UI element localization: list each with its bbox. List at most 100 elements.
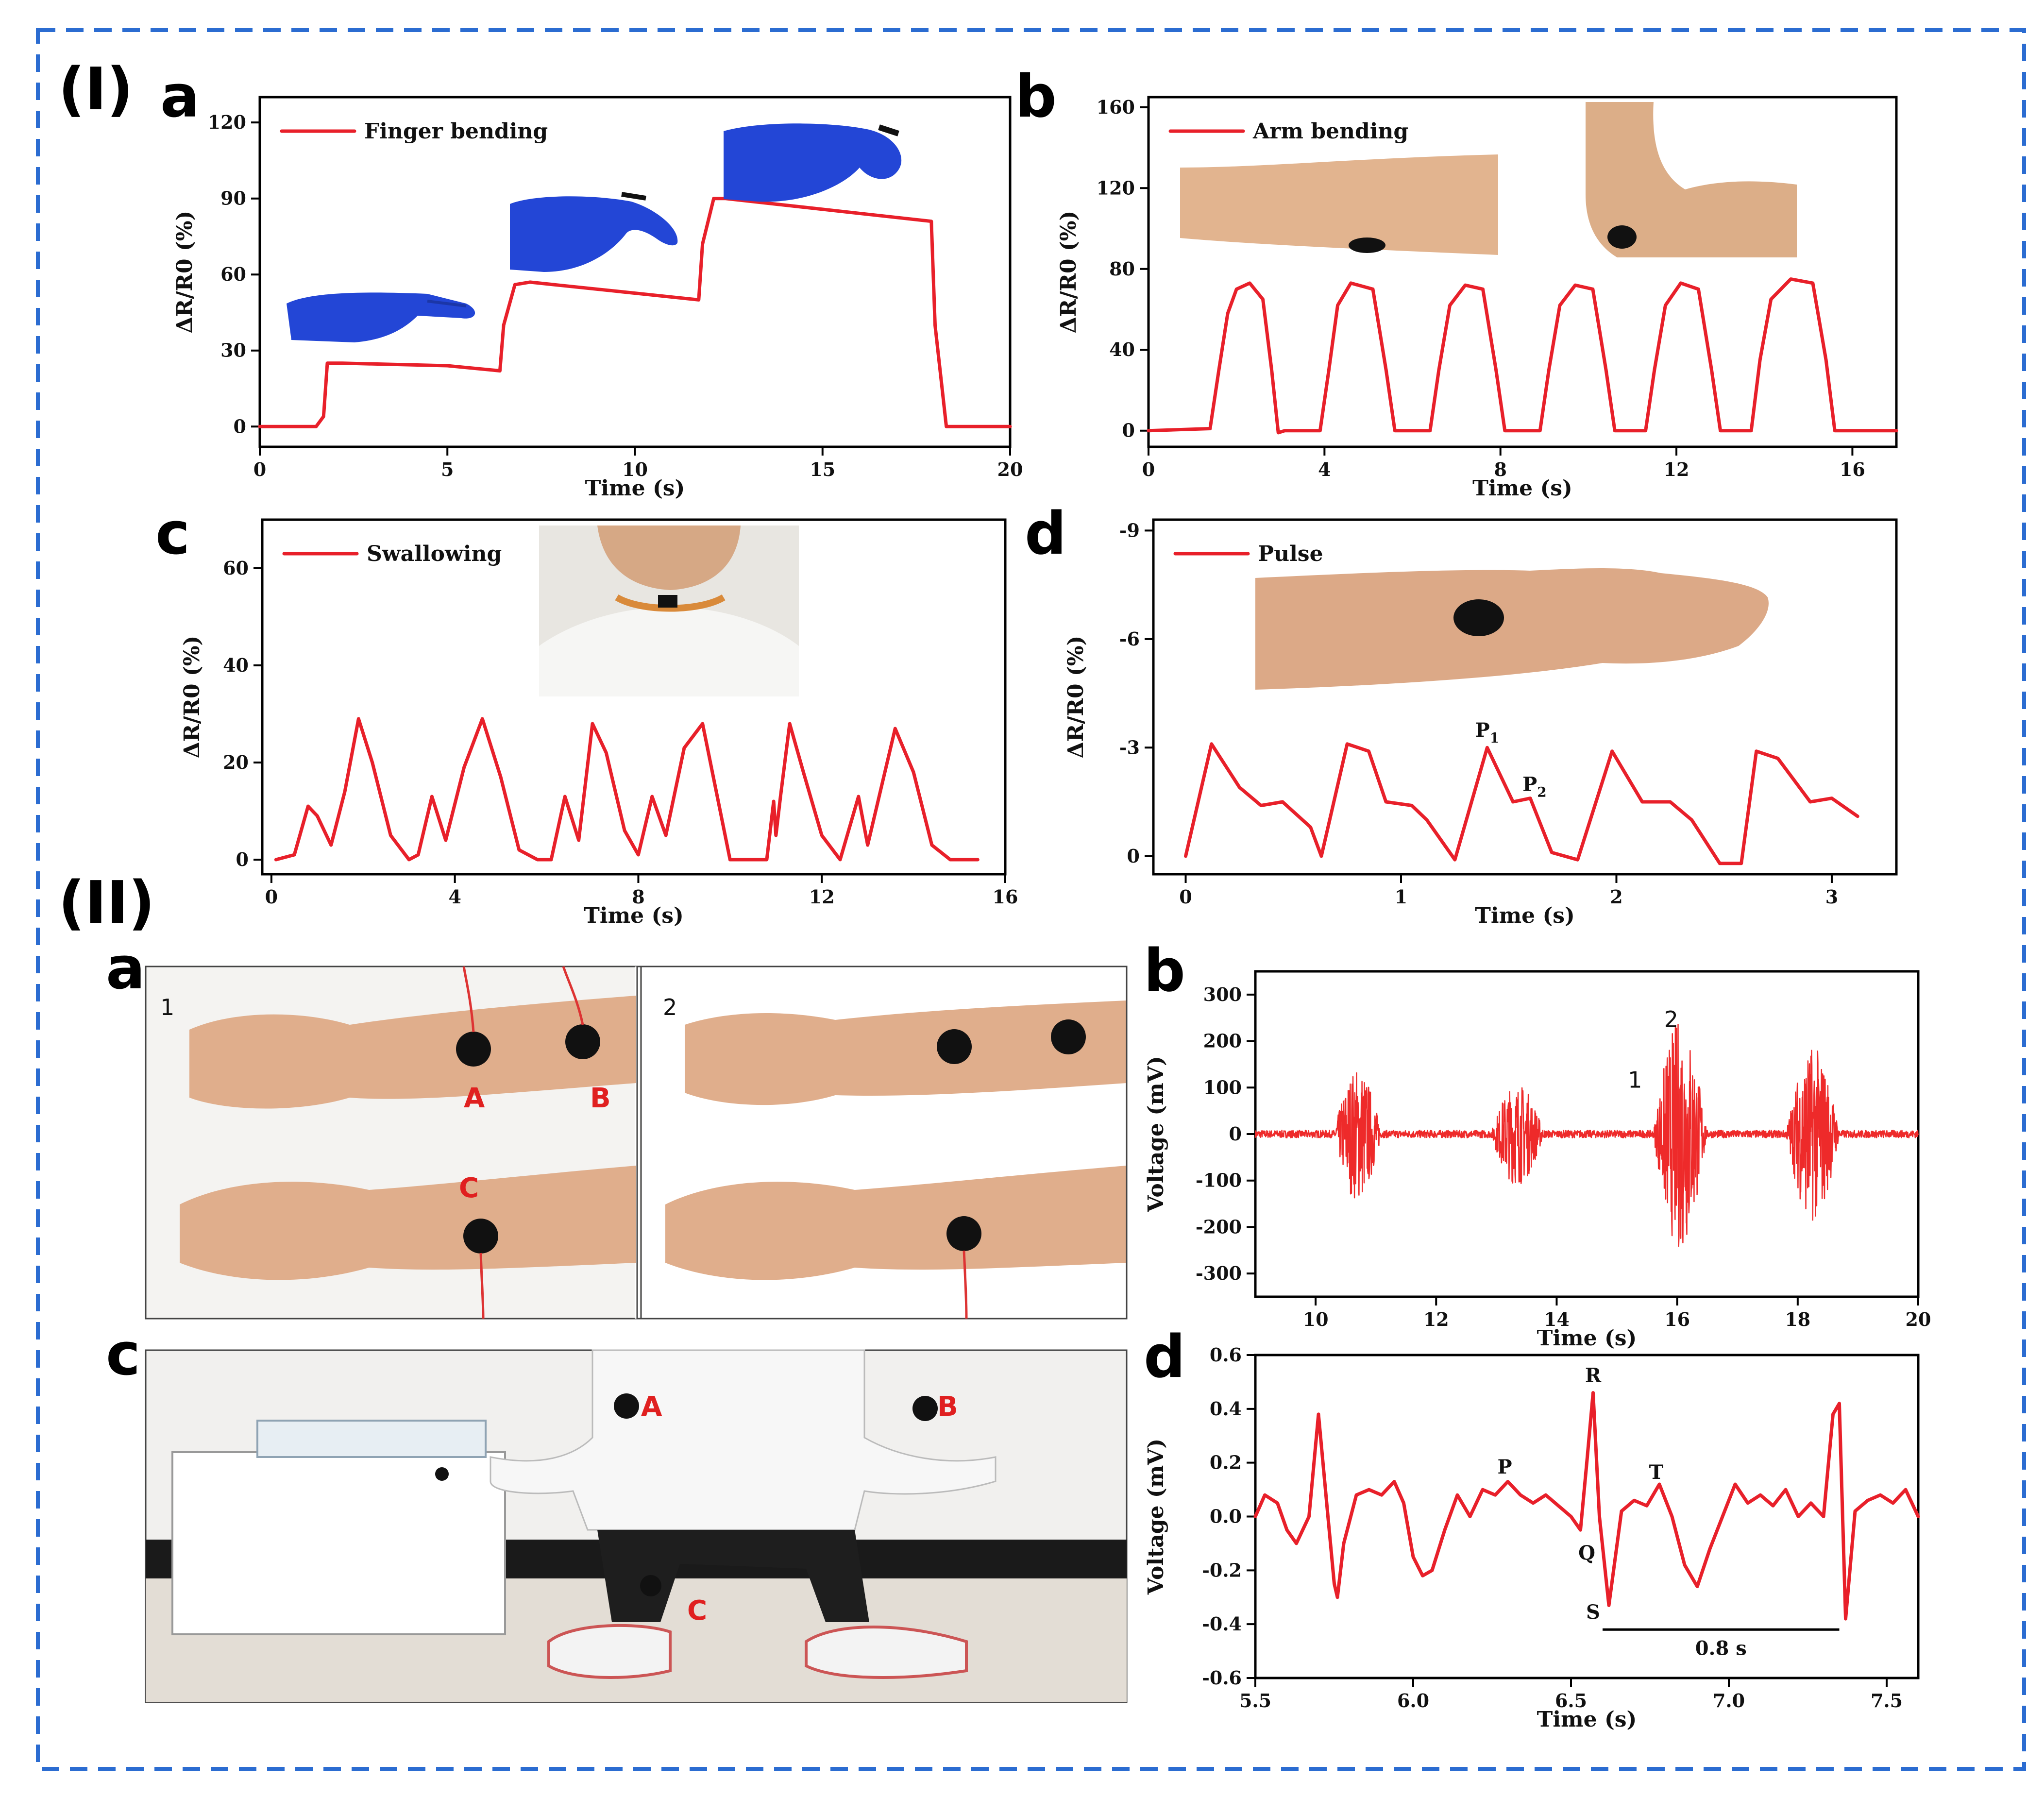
- photo-panel-number-1: 1: [160, 994, 174, 1020]
- series-line: [1253, 1391, 1920, 1621]
- photo-arm-bent: [1586, 102, 1797, 257]
- x-tick-label: 5.5: [1239, 1690, 1271, 1712]
- y-tick-label: 160: [1097, 96, 1135, 118]
- section-label-I: (I): [58, 56, 133, 123]
- y-tick-label: -3: [1119, 736, 1140, 758]
- y-tick-label: 0.4: [1210, 1398, 1242, 1420]
- plot-frame: [261, 518, 1007, 876]
- photo-gloved-hand-1: [287, 292, 475, 342]
- y-tick-label: -300: [1196, 1262, 1242, 1284]
- series-line: [1184, 742, 1859, 865]
- x-tick-label: 0: [253, 458, 266, 480]
- x-tick-label: 6.0: [1397, 1690, 1429, 1712]
- photo-gloved-hand-2: [510, 192, 678, 272]
- x-tick-label: 20: [997, 458, 1023, 480]
- section-label-II: (II): [58, 869, 155, 937]
- y-tick-label: -6: [1119, 628, 1140, 650]
- x-tick-label: 0: [1142, 458, 1155, 480]
- x-axis-label: Time (s): [585, 476, 685, 501]
- x-axis-label: Time (s): [1537, 1326, 1637, 1351]
- x-tick-label: 5: [441, 458, 454, 480]
- x-tick-label: 16: [1840, 458, 1865, 480]
- x-tick-label: 12: [1664, 458, 1689, 480]
- y-axis-label: Voltage (mV): [1144, 1056, 1168, 1212]
- ecg-electrode-label-b: B: [937, 1391, 958, 1423]
- x-tick-label: 8: [1494, 458, 1506, 480]
- y-tick-label: 0: [1229, 1123, 1242, 1145]
- series-line: [1147, 277, 1898, 435]
- ecg-electrode-label-c: C: [687, 1595, 707, 1627]
- legend-label: Swallowing: [367, 542, 502, 566]
- y-tick-label: -0.2: [1202, 1559, 1242, 1581]
- x-tick-label: 4: [448, 886, 461, 908]
- y-tick-label: 0: [1122, 420, 1135, 441]
- y-tick-label: 200: [1203, 1030, 1242, 1052]
- dashed-frame: [36, 28, 2026, 1771]
- panel-letter: d: [1025, 500, 1066, 568]
- electrode-label-b: B: [590, 1083, 611, 1114]
- y-tick-label: 90: [220, 187, 246, 209]
- x-tick-label: 10: [622, 458, 648, 480]
- y-tick-label: 30: [220, 339, 246, 361]
- x-tick-label: 1: [1395, 886, 1407, 908]
- series-line: [1254, 1023, 1919, 1247]
- plot-frame: [1152, 518, 1898, 876]
- y-tick-label: 300: [1203, 983, 1242, 1005]
- x-tick-label: 15: [810, 458, 835, 480]
- x-tick-label: 14: [1544, 1308, 1570, 1330]
- x-tick-label: 10: [1303, 1308, 1329, 1330]
- annotation-label: 1: [1628, 1067, 1642, 1093]
- x-axis-label: Time (s): [584, 903, 684, 928]
- y-tick-label: -0.4: [1202, 1613, 1242, 1635]
- electrode-label-c: C: [459, 1172, 479, 1204]
- annotation-label: P1: [1475, 719, 1500, 746]
- annotation-label: P: [1497, 1456, 1512, 1478]
- x-tick-label: 4: [1318, 458, 1331, 480]
- annotation-label: T: [1649, 1461, 1664, 1484]
- y-tick-label: 120: [208, 111, 246, 133]
- panel-letter-II-c: c: [106, 1321, 140, 1389]
- legend-label: Arm bending: [1252, 119, 1408, 144]
- chart-swallowing: 0 4 8 12 16 0 20 40 60 Time (s) ΔR/R0 (%) c Swallowi…: [155, 500, 1018, 928]
- chart-pulse: 0 1 2 3 0 -3 -6 -9 Time (s) ΔR/R0 (%) d Pulse P1 P2: [1025, 500, 1898, 928]
- series-line: [274, 717, 980, 862]
- annotation-label: R: [1585, 1364, 1602, 1387]
- photo-neck: [539, 526, 799, 696]
- photo-wrist: [1255, 568, 1769, 690]
- legend-label: Pulse: [1258, 542, 1323, 566]
- x-tick-label: 16: [993, 886, 1018, 908]
- y-tick-label: 0.0: [1210, 1506, 1242, 1527]
- y-tick-label: 60: [220, 263, 246, 285]
- y-tick-label: 0: [1127, 845, 1140, 867]
- x-tick-label: 3: [1825, 886, 1838, 908]
- annotation-label: Q: [1578, 1542, 1595, 1564]
- x-tick-label: 20: [1906, 1308, 1931, 1330]
- y-axis-label: ΔR/R0 (%): [1064, 636, 1088, 759]
- photo-arm-straight: [1180, 153, 1498, 255]
- y-tick-label: 40: [1109, 339, 1135, 360]
- x-axis-label: Time (s): [1472, 476, 1572, 501]
- photo-emg-forearms: 1 2 A B C: [145, 966, 1128, 1320]
- x-tick-label: 16: [1664, 1308, 1690, 1330]
- panel-letter-II-a: a: [106, 935, 145, 1002]
- y-tick-label: 20: [223, 751, 249, 773]
- x-tick-label: 6.5: [1555, 1690, 1587, 1712]
- x-tick-label: 18: [1785, 1308, 1810, 1330]
- chart-ecg-voltage: 5.5 6.0 6.5 7.0 7.5 -0.6 -0.4 -0.2 0.0 0.2 0.4 0.6 T…: [1144, 1323, 1920, 1732]
- panel-letter: b: [1015, 63, 1057, 131]
- x-axis-label: Time (s): [1475, 903, 1575, 928]
- y-tick-label: -0.6: [1202, 1667, 1242, 1689]
- photo-ecg-seated-person: A B C: [145, 1349, 1128, 1703]
- electrode-label-a: A: [464, 1083, 485, 1114]
- y-tick-label: 80: [1109, 258, 1135, 280]
- y-axis-label: ΔR/R0 (%): [1056, 211, 1081, 334]
- panel-letter: d: [1144, 1323, 1185, 1391]
- y-tick-label: -100: [1196, 1170, 1242, 1191]
- interval-label: 0.8 s: [1695, 1637, 1747, 1660]
- y-tick-label: 100: [1203, 1076, 1242, 1098]
- series-line: [258, 197, 1012, 428]
- photo-panel-number-2: 2: [663, 994, 677, 1020]
